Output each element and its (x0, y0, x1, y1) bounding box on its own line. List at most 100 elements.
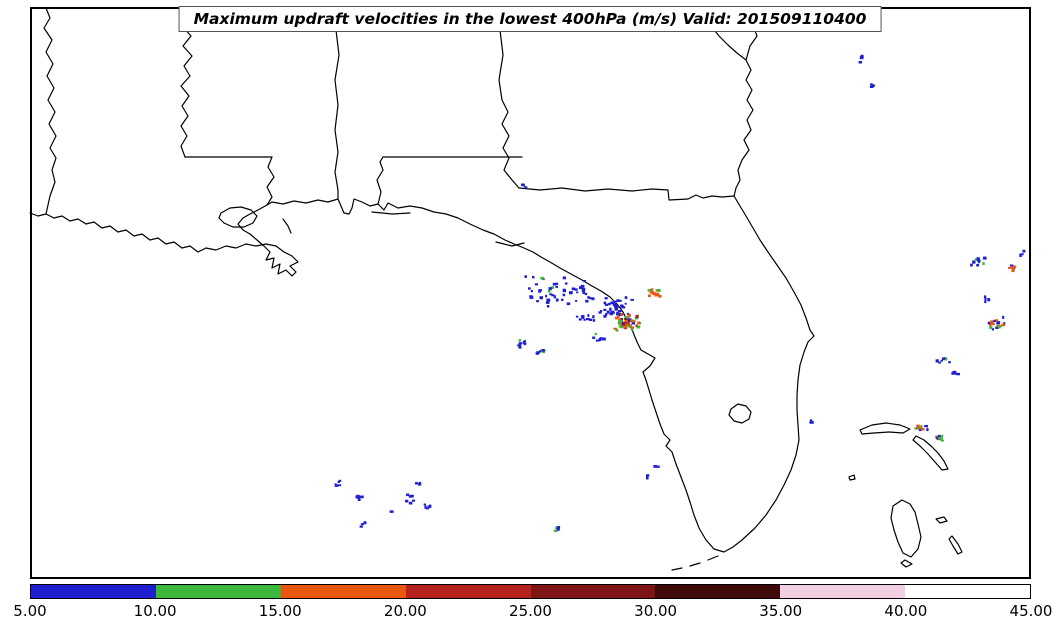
speckle (603, 308, 607, 311)
speckle (984, 297, 987, 301)
speckle (584, 292, 588, 296)
speckle (997, 325, 1001, 329)
speckle (522, 340, 526, 344)
speckle (595, 339, 600, 342)
speckle (624, 320, 628, 323)
speckle (987, 321, 991, 325)
speckle (337, 480, 340, 484)
speckle (424, 505, 427, 509)
speckle (554, 282, 559, 285)
speckle (592, 315, 595, 319)
speckle (356, 494, 360, 498)
speckle (990, 323, 993, 326)
speckle (1001, 323, 1005, 327)
speckle (922, 428, 925, 431)
speckle (624, 302, 627, 305)
speckle (363, 521, 366, 525)
speckle (530, 290, 533, 293)
speckle (941, 434, 944, 438)
speckle (523, 342, 527, 345)
speckle (518, 344, 522, 347)
speckle (428, 504, 432, 508)
speckle (556, 528, 560, 531)
colorbar-tick-label: 15.00 (258, 602, 302, 620)
speckle (581, 316, 585, 319)
speckle (625, 323, 628, 326)
speckle (562, 293, 566, 297)
speckle (528, 287, 531, 290)
speckle (926, 428, 929, 432)
speckle (656, 293, 660, 297)
speckle (921, 428, 924, 431)
speckle (555, 298, 559, 302)
speckle (423, 503, 426, 506)
speckle (517, 344, 520, 347)
speckle (635, 324, 638, 327)
speckle (972, 260, 976, 264)
speckle (582, 292, 586, 294)
speckle (982, 262, 985, 266)
speckle (591, 297, 595, 301)
speckle (955, 373, 959, 375)
speckle (604, 297, 608, 300)
plot-frame (31, 8, 1030, 578)
speckle (978, 260, 981, 264)
speckle (983, 256, 987, 260)
speckle (646, 474, 650, 477)
speckle (616, 311, 619, 315)
speckle (920, 425, 923, 429)
speckle (534, 283, 538, 286)
speckle (598, 311, 602, 314)
speckle (1021, 253, 1024, 256)
speckle (553, 529, 558, 532)
colorbar-segment-2 (280, 585, 406, 598)
speckle (650, 292, 653, 294)
speckle (860, 54, 863, 57)
speckle (621, 306, 626, 309)
speckle (647, 289, 651, 292)
barrier-island-santa-rosa (372, 212, 410, 214)
speckle (405, 499, 409, 502)
colorbar-tick-label: 10.00 (133, 602, 177, 620)
speckle (652, 292, 657, 296)
speckle (586, 318, 590, 321)
speckle (561, 298, 564, 302)
speckle (635, 317, 638, 320)
speckle (935, 359, 939, 363)
speckle (562, 288, 566, 292)
speckle (627, 313, 631, 317)
speckle (858, 61, 862, 64)
speckle (359, 525, 363, 528)
speckle (536, 351, 540, 354)
island-abaco (913, 436, 948, 470)
speckle (620, 313, 624, 316)
colorbar-tick-labels: 5.00 10.00 15.00 20.00 25.00 30.00 35.00 40.00 4… (13, 602, 1052, 624)
speckle (408, 495, 413, 498)
speckle (357, 498, 361, 501)
speckle (1002, 315, 1005, 319)
speckle (615, 329, 619, 332)
speckle (539, 296, 543, 300)
speckle (944, 357, 948, 361)
speckle (618, 324, 622, 328)
speckle (606, 310, 610, 314)
speckle (614, 305, 617, 309)
speckle (996, 321, 1000, 325)
speckle (624, 317, 627, 320)
speckle (974, 258, 979, 261)
speckle (871, 84, 875, 87)
speckle (989, 324, 992, 328)
speckle (603, 314, 607, 318)
speckle (939, 437, 943, 440)
speckle (360, 523, 364, 526)
speckle (546, 298, 551, 302)
colorbar-segment-7 (905, 585, 1030, 598)
speckle (411, 499, 416, 502)
speckle (951, 371, 955, 375)
speckle (650, 288, 654, 291)
speckle (604, 303, 609, 306)
speckle (987, 298, 990, 301)
speckle (553, 295, 556, 299)
lake-okeechobee (729, 404, 751, 423)
speckle (575, 315, 579, 318)
